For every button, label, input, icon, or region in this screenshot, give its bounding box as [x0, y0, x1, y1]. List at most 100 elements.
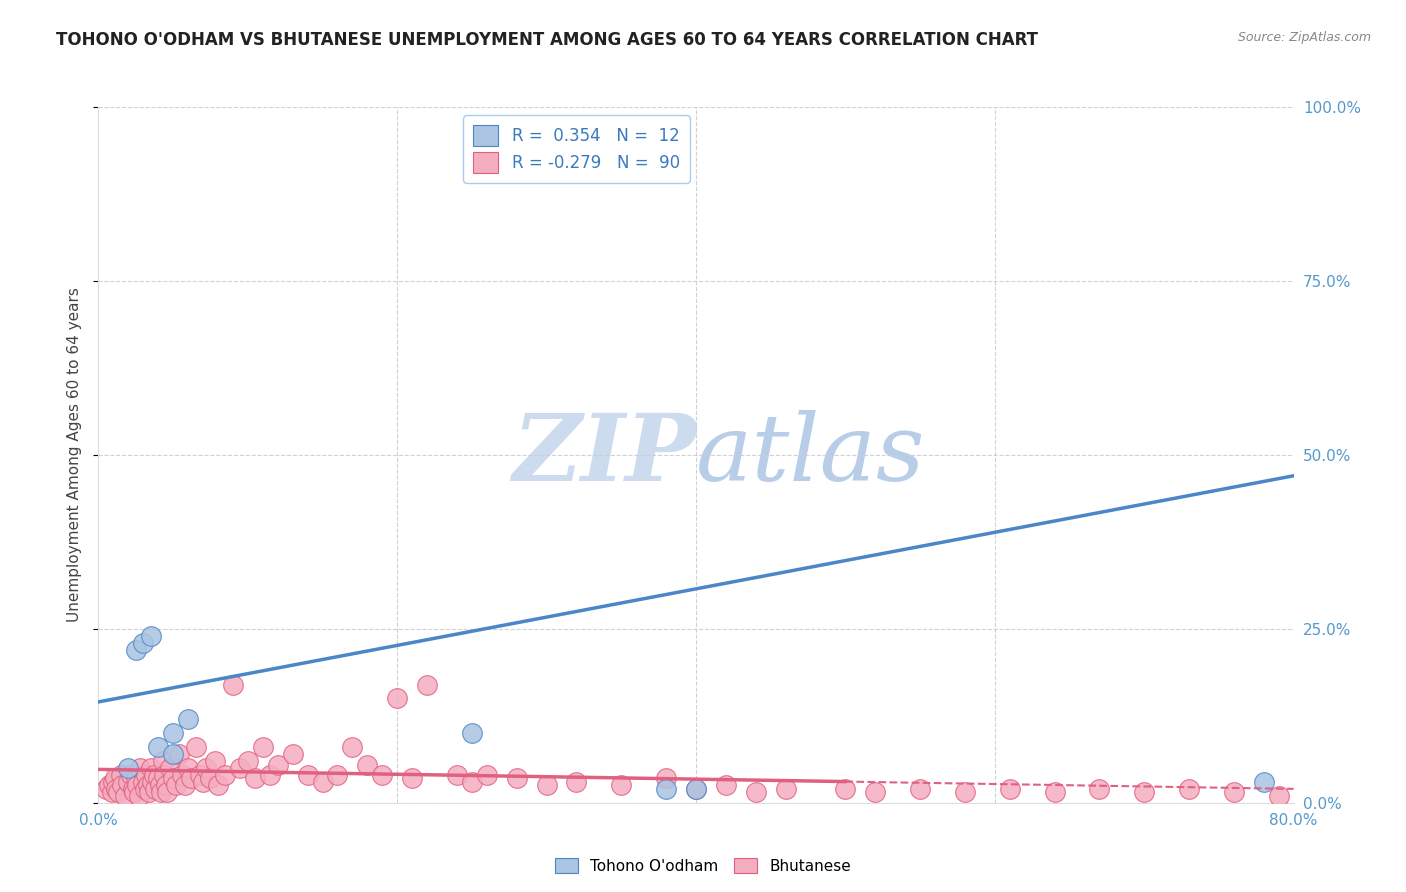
Point	[655, 772, 678, 786]
Point	[159, 761, 181, 775]
Point	[184, 740, 207, 755]
Point	[281, 747, 304, 761]
Point	[536, 778, 558, 792]
Point	[222, 677, 245, 691]
Point	[252, 740, 274, 755]
Point	[953, 785, 976, 799]
Point	[177, 712, 200, 726]
Point	[461, 775, 484, 789]
Point	[1223, 785, 1246, 799]
Point	[135, 768, 157, 782]
Point	[127, 778, 149, 792]
Point	[342, 740, 364, 755]
Point	[105, 781, 128, 796]
Text: atlas: atlas	[696, 410, 925, 500]
Point	[148, 740, 170, 755]
Point	[165, 778, 187, 792]
Point	[153, 768, 176, 782]
Point	[236, 754, 259, 768]
Point	[1267, 789, 1289, 803]
Point	[565, 775, 588, 789]
Point	[461, 726, 484, 740]
Point	[326, 768, 349, 782]
Point	[685, 781, 707, 796]
Point	[204, 754, 226, 768]
Text: Source: ZipAtlas.com: Source: ZipAtlas.com	[1237, 31, 1371, 45]
Point	[416, 677, 439, 691]
Point	[834, 781, 856, 796]
Point	[125, 642, 148, 657]
Point	[103, 775, 125, 789]
Point	[97, 778, 120, 792]
Point	[229, 761, 252, 775]
Point	[136, 778, 159, 792]
Point	[134, 781, 156, 796]
Point	[200, 772, 222, 786]
Point	[385, 691, 409, 706]
Point	[117, 775, 139, 789]
Point	[685, 781, 707, 796]
Point	[908, 781, 931, 796]
Point	[371, 768, 394, 782]
Text: ZIP: ZIP	[512, 410, 696, 500]
Point	[998, 781, 1021, 796]
Point	[297, 768, 319, 782]
Point	[214, 768, 236, 782]
Point	[156, 785, 179, 799]
Point	[180, 772, 202, 786]
Point	[139, 629, 162, 643]
Point	[124, 785, 146, 799]
Point	[1253, 775, 1275, 789]
Point	[162, 772, 184, 786]
Point	[714, 778, 737, 792]
Point	[1043, 785, 1066, 799]
Point	[207, 778, 229, 792]
Point	[1178, 781, 1201, 796]
Point	[311, 775, 333, 789]
Point	[174, 778, 197, 792]
Point	[104, 772, 127, 786]
Point	[110, 768, 132, 782]
Point	[107, 785, 129, 799]
Point	[120, 768, 142, 782]
Point	[162, 726, 184, 740]
Point	[150, 785, 173, 799]
Point	[111, 778, 134, 792]
Text: TOHONO O'ODHAM VS BHUTANESE UNEMPLOYMENT AMONG AGES 60 TO 64 YEARS CORRELATION C: TOHONO O'ODHAM VS BHUTANESE UNEMPLOYMENT…	[56, 31, 1038, 49]
Point	[259, 768, 281, 782]
Point	[655, 781, 678, 796]
Point	[1088, 781, 1111, 796]
Point	[143, 781, 166, 796]
Point	[172, 768, 194, 782]
Point	[129, 761, 152, 775]
Point	[138, 785, 160, 799]
Point	[117, 761, 139, 775]
Legend: Tohono O'odham, Bhutanese: Tohono O'odham, Bhutanese	[550, 852, 856, 880]
Point	[128, 789, 150, 803]
Point	[141, 775, 163, 789]
Point	[195, 761, 218, 775]
Point	[506, 772, 529, 786]
Point	[132, 775, 155, 789]
Point	[148, 772, 170, 786]
Point	[775, 781, 797, 796]
Point	[177, 761, 200, 775]
Point	[139, 761, 162, 775]
Point	[101, 785, 124, 799]
Point	[191, 775, 214, 789]
Point	[446, 768, 468, 782]
Point	[401, 772, 423, 786]
Point	[152, 754, 174, 768]
Point	[188, 768, 211, 782]
Point	[125, 772, 148, 786]
Point	[475, 768, 498, 782]
Point	[745, 785, 768, 799]
Point	[610, 778, 633, 792]
Point	[132, 636, 155, 650]
Point	[149, 778, 172, 792]
Point	[1133, 785, 1156, 799]
Point	[865, 785, 887, 799]
Y-axis label: Unemployment Among Ages 60 to 64 years: Unemployment Among Ages 60 to 64 years	[67, 287, 83, 623]
Point	[155, 778, 177, 792]
Point	[167, 747, 190, 761]
